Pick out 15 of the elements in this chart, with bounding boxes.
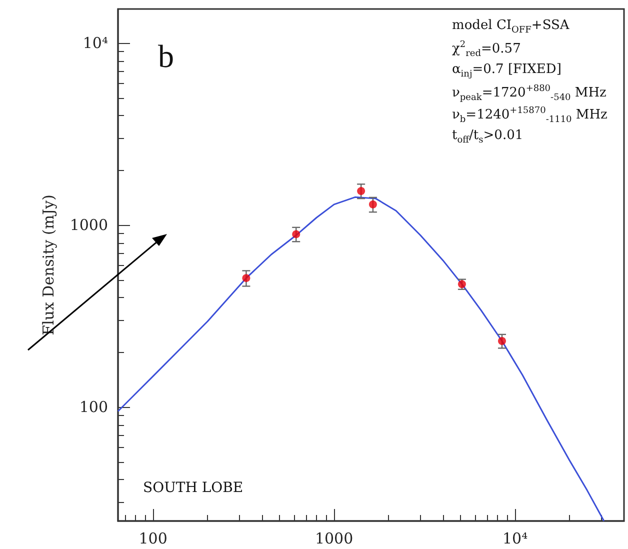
annotation: ν$_{peak}$=1720$^{+880}$$_{-540}$ MHz	[452, 84, 606, 103]
y-tick-label: 100	[79, 398, 108, 416]
annotation: b	[158, 38, 174, 75]
y-tick-label: 1000	[70, 216, 108, 234]
annotation: α$_{inj}$=0.7 [FIXED]	[452, 62, 562, 80]
annotation: χ$^{2}$$_{red}$=0.57	[452, 40, 521, 59]
x-tick-label: 1000	[314, 530, 354, 548]
annotation: ν$_{b}$=1240$^{+15870}$$_{-1110}$ MHz	[452, 106, 608, 125]
x-tick-label: 100	[138, 530, 168, 548]
y-tick-label: 10⁴	[82, 34, 108, 52]
annotation: SOUTH LOBE	[143, 480, 244, 496]
y-axis-title: Flux Density (mJy)	[40, 194, 58, 336]
annotation: model CI$_{OFF}$+SSA	[452, 18, 570, 36]
x-tick-label: 10⁴	[502, 530, 528, 548]
annotation: t$_{off}$/t$_{s}$>0.01	[452, 128, 524, 146]
